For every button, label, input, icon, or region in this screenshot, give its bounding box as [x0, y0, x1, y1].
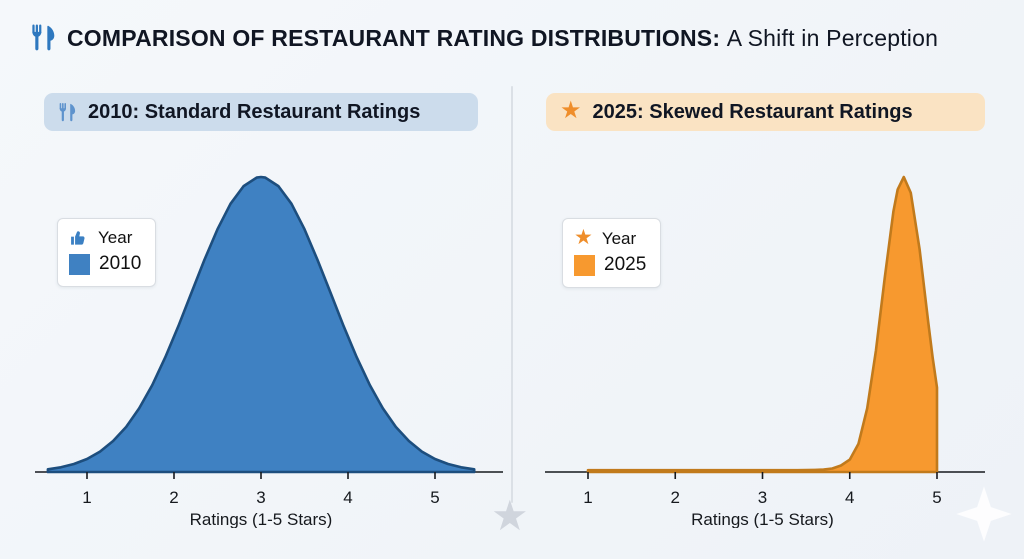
chart-2010-distribution: 1 2 3 4 5 Ratings (1-5 Stars): [35, 175, 503, 528]
legend-swatch-2010: [69, 253, 90, 275]
legend-entry: 2025: [604, 254, 647, 275]
legend-entry: 2010: [99, 253, 142, 274]
legend-2025: ★ Year 2025: [562, 218, 662, 288]
thumbs-up-icon: [71, 231, 85, 245]
utensils-icon: [58, 102, 77, 122]
density-curve-2025: [586, 175, 939, 474]
star-icon: ★: [574, 226, 593, 249]
legend-title-row: Year: [69, 228, 141, 248]
page-title-subtitle: A Shift in Perception: [726, 24, 939, 51]
x-tick-label: 3: [758, 488, 767, 507]
x-tick-label: 3: [256, 488, 265, 507]
title-bar: COMPARISON OF RESTAURANT RATING DISTRIBU…: [30, 22, 938, 54]
x-tick-label: 5: [430, 488, 439, 507]
star-watermark-icon: ★: [491, 492, 529, 539]
x-tick-label: 2: [169, 488, 178, 507]
star-icon: ★: [560, 97, 582, 124]
legend-title: Year: [98, 228, 133, 247]
panel-title-2010: 2010: Standard Restaurant Ratings: [88, 100, 421, 123]
panel-divider: [511, 86, 513, 503]
legend-2010: Year 2010: [57, 218, 157, 287]
panel-header-2010: 2010: Standard Restaurant Ratings: [44, 93, 478, 131]
panel-title-2025: 2025: Skewed Restaurant Ratings: [592, 100, 913, 123]
legend-title: Year: [601, 228, 637, 248]
x-tick-label: 5: [932, 488, 941, 507]
x-tick-label: 4: [343, 488, 352, 507]
x-tick-label: 1: [583, 488, 592, 507]
chart-2025-distribution: 1 2 3 4 5 Ratings (1-5 Stars): [545, 175, 985, 528]
density-curve-2010: [46, 175, 476, 474]
panel-header-2025: ★ 2025: Skewed Restaurant Ratings: [546, 93, 985, 131]
legend-entry-row: 2025: [574, 254, 646, 276]
sparkle-icon: [956, 486, 1012, 542]
x-tick-label: 1: [82, 488, 91, 507]
page-title: COMPARISON OF RESTAURANT RATING DISTRIBU…: [67, 25, 938, 52]
x-axis-label: Ratings (1-5 Stars): [190, 510, 333, 528]
utensils-icon: [31, 24, 56, 52]
x-axis-label: Ratings (1-5 Stars): [691, 510, 834, 528]
x-tick-label: 2: [671, 488, 680, 507]
page-title-bold: COMPARISON OF RESTAURANT RATING DISTRIBU…: [67, 24, 721, 51]
legend-entry-row: 2010: [69, 253, 141, 275]
legend-title-row: ★ Year: [574, 226, 646, 249]
x-tick-label: 4: [845, 488, 854, 507]
legend-swatch-2025: [574, 254, 595, 276]
